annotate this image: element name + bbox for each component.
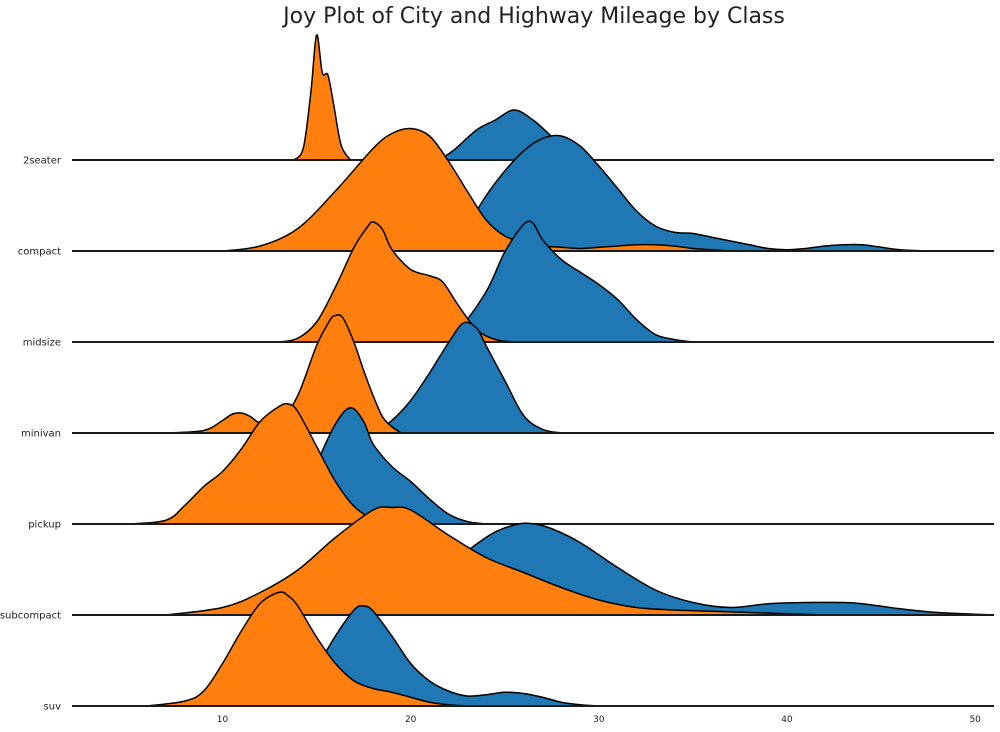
ridge-2seater xyxy=(72,34,994,161)
2seater-cty-outline xyxy=(293,34,352,161)
midsize-hwy-area xyxy=(429,221,693,342)
y-labels-group: 2seater compact midsize minivan pickup subcom… xyxy=(0,156,62,713)
subcompact-hwy-outline xyxy=(428,522,995,616)
ridge-subcompact xyxy=(72,506,995,616)
y-label-2seater: 2seater xyxy=(23,156,62,167)
minivan-hwy-area xyxy=(373,322,562,433)
pickup-cty-area xyxy=(128,403,392,524)
pickup-cty-outline xyxy=(128,402,393,525)
minivan-cty-area xyxy=(166,314,402,433)
ridge-minivan xyxy=(72,314,994,434)
chart-title: Joy Plot of City and Highway Mileage by … xyxy=(281,4,785,29)
ridge-suv xyxy=(72,591,994,707)
x-tick-40: 40 xyxy=(781,715,793,725)
y-label-subcompact: subcompact xyxy=(0,611,61,622)
x-ticks-group: 10 20 30 40 50 xyxy=(217,715,981,725)
subcompact-cty-outline xyxy=(165,506,825,616)
midsize-cty-area xyxy=(278,221,515,342)
ridge-pickup xyxy=(72,402,994,525)
ridge-midsize xyxy=(72,220,994,343)
midsize-cty-outline xyxy=(278,221,515,343)
suv-hwy-outline xyxy=(297,605,599,707)
minivan-hwy-outline xyxy=(372,321,562,434)
midsize-hwy-outline xyxy=(429,220,694,343)
suv-hwy-area xyxy=(297,605,599,706)
x-tick-50: 50 xyxy=(969,715,981,725)
suv-cty-area xyxy=(147,591,468,706)
y-label-minivan: minivan xyxy=(21,429,61,440)
y-label-midsize: midsize xyxy=(23,338,61,349)
subcompact-cty-area xyxy=(166,506,825,615)
x-tick-20: 20 xyxy=(405,715,417,725)
2seater-cty-area xyxy=(294,34,351,160)
y-label-compact: compact xyxy=(18,247,61,258)
x-tick-10: 10 xyxy=(217,715,229,725)
ridges-group xyxy=(72,34,995,707)
compact-hwy-outline xyxy=(447,134,929,252)
y-label-suv: suv xyxy=(44,702,62,713)
x-tick-30: 30 xyxy=(593,715,605,725)
compact-cty-area xyxy=(222,128,731,251)
y-label-pickup: pickup xyxy=(28,520,61,531)
minivan-cty-outline xyxy=(166,314,402,434)
suv-cty-outline xyxy=(147,591,468,707)
compact-hwy-area xyxy=(448,135,929,251)
